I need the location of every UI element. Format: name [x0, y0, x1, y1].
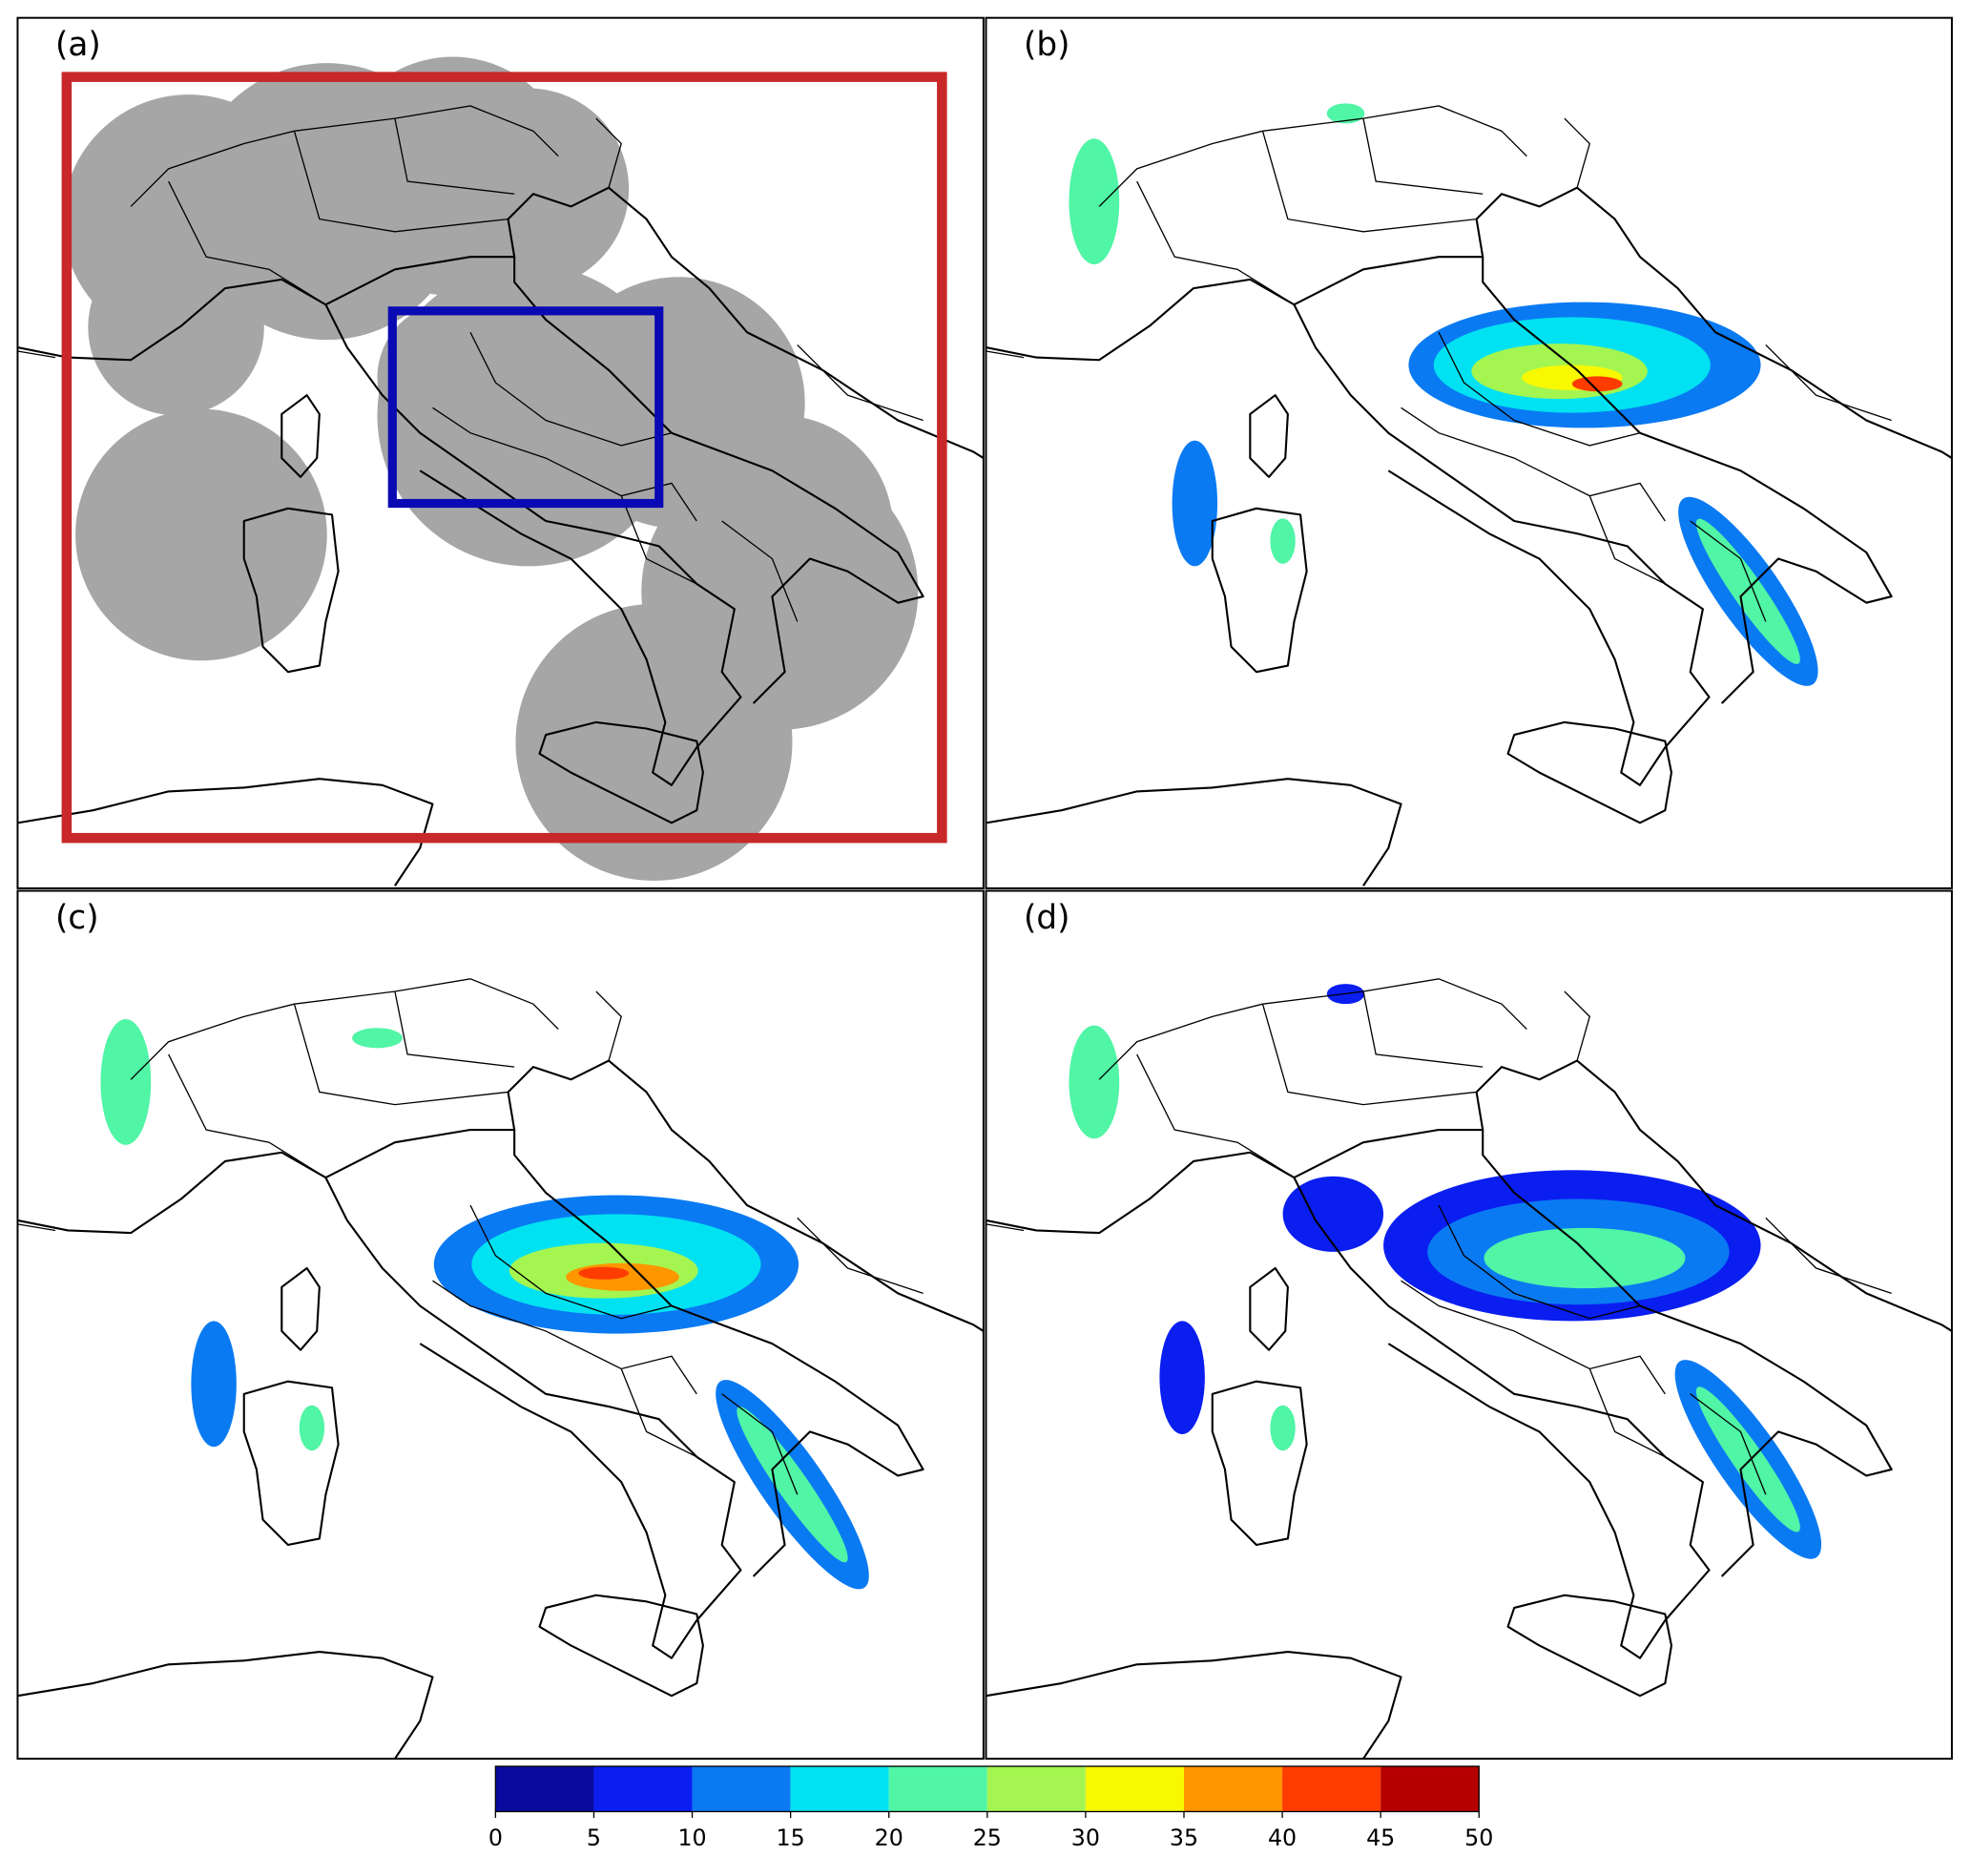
colorbar-tick-label: 40 [1268, 1824, 1297, 1851]
panel-label: (b) [1024, 26, 1070, 64]
colorbar-bin [986, 1766, 1086, 1812]
panel-frame [985, 889, 1953, 1761]
colorbar-bin [1085, 1766, 1184, 1812]
colorbar-tick-label: 25 [973, 1824, 1002, 1851]
colorbar-tick-label: 0 [488, 1824, 503, 1851]
colorbar-tick-label: 45 [1366, 1824, 1395, 1851]
colorbar-tick-label: 35 [1170, 1824, 1198, 1851]
panel-c: (c) [16, 889, 985, 1761]
colorbar-tick-label: 5 [587, 1824, 601, 1851]
colorbar-tick-label: 15 [777, 1824, 805, 1851]
map-outline [985, 977, 1953, 1761]
colorbar-tick-label: 10 [677, 1824, 706, 1851]
colorbar-bin [1183, 1766, 1283, 1812]
colorbar-tick-label: 30 [1071, 1824, 1100, 1851]
panel-b: (b) [985, 16, 1953, 889]
precip-field [1069, 984, 1822, 1559]
colorbar-bin [495, 1766, 594, 1812]
panel-frame [16, 889, 985, 1761]
map-outline [16, 977, 985, 1761]
colorbar-tick-label: 50 [1464, 1824, 1493, 1851]
colorbar-tick-label: 20 [875, 1824, 903, 1851]
coverage-area [62, 56, 919, 881]
outer-domain [61, 72, 947, 844]
panel-frame [985, 16, 1953, 889]
precip-field [1069, 103, 1818, 686]
panel-label: (d) [1024, 899, 1070, 937]
panel-frame [16, 16, 985, 889]
map-outline [985, 104, 1953, 887]
colorbar-bin [692, 1766, 791, 1812]
panel-d: (d) [985, 889, 1953, 1761]
colorbar-bin [1380, 1766, 1480, 1812]
colorbar-bin [1282, 1766, 1381, 1812]
precip-field [100, 1019, 869, 1590]
colorbar: 0 5 10 15 20 25 30 35 40 45 50 [488, 1765, 1493, 1851]
panel-label: (a) [55, 26, 101, 64]
panel-label: (c) [55, 899, 99, 937]
inner-domain [387, 306, 664, 509]
colorbar-bin [593, 1766, 693, 1812]
panel-a: (a) [16, 16, 985, 889]
colorbar-bin [790, 1766, 889, 1812]
colorbar-bin [888, 1766, 987, 1812]
